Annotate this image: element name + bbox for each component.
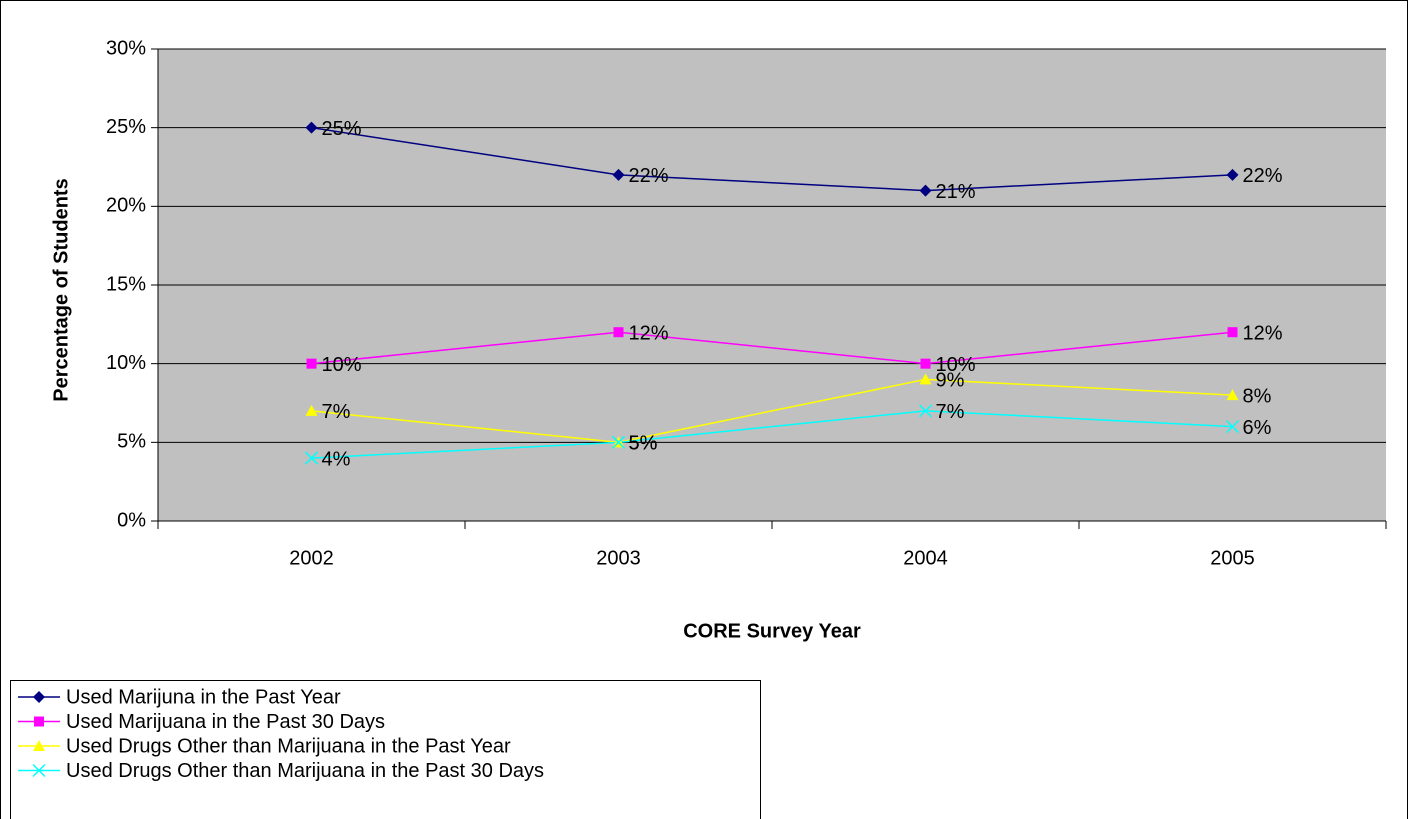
- data-label: 5%: [629, 433, 658, 455]
- data-label: 7%: [322, 401, 351, 423]
- series-line: [311, 331, 1233, 365]
- legend-marker: [34, 716, 44, 727]
- legend-marker: [33, 691, 45, 703]
- data-label: 21%: [936, 181, 976, 203]
- data-point: [305, 121, 318, 134]
- data-point: [611, 435, 626, 449]
- legend-label: Used Marijuna in the Past Year: [66, 686, 341, 708]
- legend-label: Used Drugs Other than Marijuana in the P…: [66, 760, 544, 782]
- data-point: [1226, 389, 1239, 401]
- y-tick-label: 30%: [106, 37, 146, 59]
- series-line: [311, 378, 1233, 444]
- legend-marker: [33, 740, 45, 751]
- data-label: 4%: [322, 448, 351, 470]
- x-axis-title: CORE Survey Year: [683, 620, 861, 642]
- legend: [10, 680, 761, 819]
- data-label: 10%: [322, 354, 362, 376]
- y-tick-label: 0%: [117, 509, 146, 531]
- data-label: 5%: [629, 433, 658, 455]
- data-label: 10%: [936, 354, 976, 376]
- x-tick-label: 2005: [1210, 547, 1255, 569]
- y-tick-label: 20%: [106, 195, 146, 217]
- data-point: [919, 184, 932, 197]
- legend-label: Used Marijuana in the Past 30 Days: [66, 711, 385, 733]
- y-tick-label: 15%: [106, 273, 146, 295]
- data-point: [612, 168, 625, 181]
- data-label: 9%: [936, 370, 965, 392]
- data-point: [920, 358, 931, 369]
- data-label: 6%: [1243, 417, 1272, 439]
- data-point: [304, 451, 319, 465]
- data-point: [918, 404, 933, 418]
- x-tick-label: 2002: [289, 547, 334, 569]
- data-label: 12%: [629, 322, 669, 344]
- data-point: [919, 373, 932, 385]
- data-label: 7%: [936, 401, 965, 423]
- data-label: 25%: [322, 118, 362, 140]
- x-tick-label: 2004: [903, 547, 948, 569]
- data-point: [1225, 420, 1240, 434]
- legend-label: Used Drugs Other than Marijuana in the P…: [66, 735, 511, 757]
- legend-marker: [32, 763, 46, 778]
- data-point: [613, 327, 624, 338]
- y-tick-label: 25%: [106, 116, 146, 138]
- data-point: [1226, 168, 1239, 181]
- y-tick-label: 10%: [106, 352, 146, 374]
- data-label: 8%: [1243, 385, 1272, 407]
- data-point: [1227, 327, 1238, 338]
- series-line: [311, 410, 1233, 459]
- data-label: 22%: [629, 165, 669, 187]
- y-tick-label: 5%: [117, 431, 146, 453]
- series-line: [311, 126, 1233, 192]
- data-label: 12%: [1243, 322, 1283, 344]
- y-axis-title: Percentage of Students: [50, 178, 72, 401]
- x-tick-label: 2003: [596, 547, 641, 569]
- data-point: [305, 404, 318, 416]
- data-point: [306, 358, 317, 369]
- data-label: 22%: [1243, 165, 1283, 187]
